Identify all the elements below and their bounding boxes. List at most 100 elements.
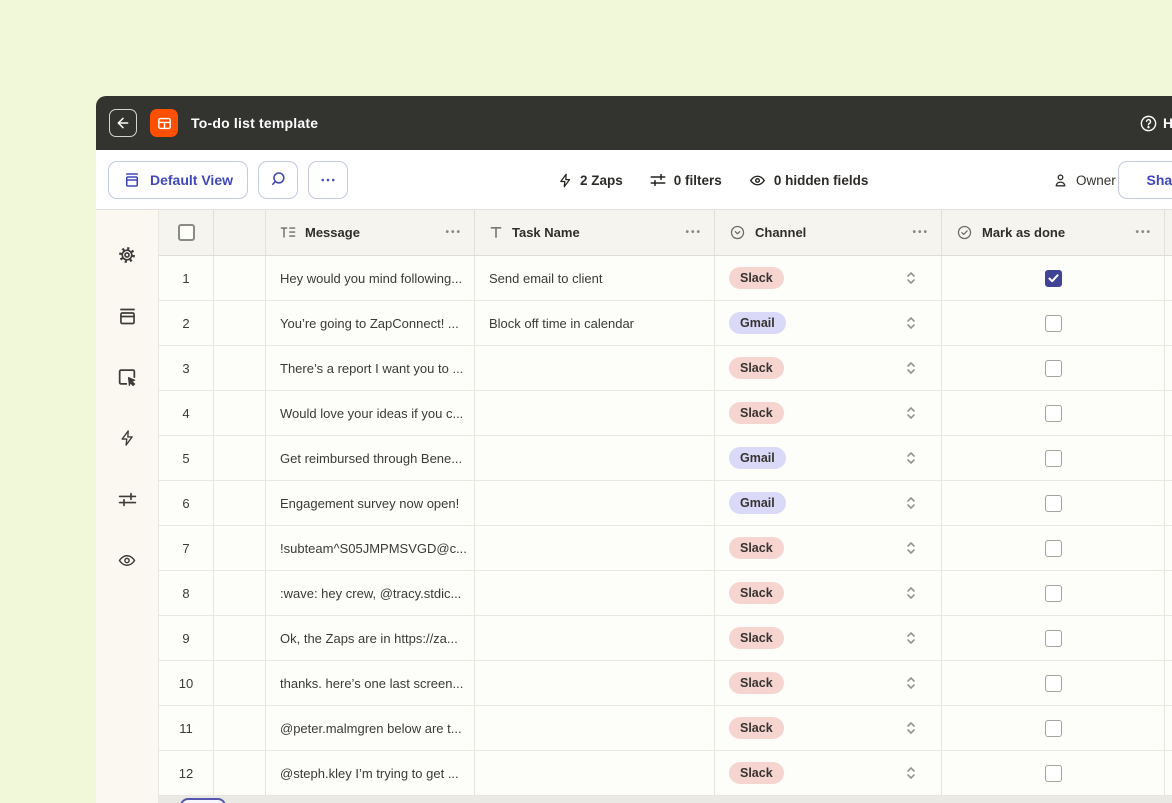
column-menu-icon[interactable]: ••• (912, 227, 929, 238)
cell-channel[interactable]: Slack (715, 256, 942, 300)
cell-task[interactable] (475, 436, 715, 480)
row-number-cell[interactable]: 1 (159, 256, 214, 300)
cell-task[interactable] (475, 751, 715, 795)
expand-row-cell[interactable] (214, 301, 266, 345)
chevron-updown-icon[interactable] (905, 360, 917, 376)
cell-message[interactable]: Ok, the Zaps are in https://za... (266, 616, 475, 660)
cell-channel[interactable]: Slack (715, 751, 942, 795)
owner-menu[interactable]: Owner (1052, 150, 1116, 210)
done-checkbox[interactable] (1044, 314, 1062, 332)
expand-row-cell[interactable] (214, 661, 266, 705)
cell-channel[interactable]: Slack (715, 616, 942, 660)
done-checkbox[interactable] (1044, 494, 1062, 512)
cell-task[interactable] (475, 571, 715, 615)
done-checkbox[interactable] (1044, 764, 1062, 782)
cell-message[interactable]: @peter.malmgren below are t... (266, 706, 475, 750)
row-number-cell[interactable]: 7 (159, 526, 214, 570)
cell-channel[interactable]: Slack (715, 571, 942, 615)
cell-channel[interactable]: Slack (715, 346, 942, 390)
chevron-updown-icon[interactable] (905, 315, 917, 331)
default-view-button[interactable]: Default View (108, 160, 248, 199)
cell-task[interactable] (475, 616, 715, 660)
chevron-updown-icon[interactable] (905, 720, 917, 736)
cell-task[interactable]: Send email to client (475, 256, 715, 300)
column-menu-icon[interactable]: ••• (1135, 227, 1152, 238)
chevron-updown-icon[interactable] (905, 495, 917, 511)
row-number-cell[interactable]: 4 (159, 391, 214, 435)
cell-message[interactable]: There’s a report I want you to ... (266, 346, 475, 390)
sidebar-item-zaps[interactable] (115, 427, 139, 449)
cell-task[interactable] (475, 526, 715, 570)
sidebar-item-forms[interactable] (115, 366, 139, 388)
cell-message[interactable]: :wave: hey crew, @tracy.stdic... (266, 571, 475, 615)
chevron-updown-icon[interactable] (905, 765, 917, 781)
expand-row-cell[interactable] (214, 346, 266, 390)
expand-row-cell[interactable] (214, 616, 266, 660)
cell-channel[interactable]: Slack (715, 526, 942, 570)
chevron-updown-icon[interactable] (905, 630, 917, 646)
more-options-button[interactable] (308, 160, 348, 199)
done-checkbox[interactable] (1044, 719, 1062, 737)
help-button[interactable]: Help (1139, 96, 1172, 150)
done-checkbox[interactable] (1044, 269, 1062, 287)
row-number-cell[interactable]: 12 (159, 751, 214, 795)
done-checkbox[interactable] (1044, 584, 1062, 602)
chevron-updown-icon[interactable] (905, 675, 917, 691)
cell-message[interactable]: Hey would you mind following... (266, 256, 475, 300)
row-number-cell[interactable]: 2 (159, 301, 214, 345)
column-header-task-name[interactable]: Task Name ••• (475, 210, 715, 255)
row-number-cell[interactable]: 5 (159, 436, 214, 480)
table-app-icon[interactable] (150, 109, 178, 137)
cell-task[interactable] (475, 481, 715, 525)
sidebar-item-hidden-fields[interactable] (115, 549, 139, 571)
chevron-updown-icon[interactable] (905, 450, 917, 466)
cell-message[interactable]: thanks. here’s one last screen... (266, 661, 475, 705)
chevron-updown-icon[interactable] (905, 270, 917, 286)
cell-channel[interactable]: Gmail (715, 481, 942, 525)
expand-row-cell[interactable] (214, 526, 266, 570)
row-number-cell[interactable]: 6 (159, 481, 214, 525)
cell-message[interactable]: @steph.kley I’m trying to get ... (266, 751, 475, 795)
hidden-fields-stat[interactable]: 0 hidden fields (748, 172, 868, 189)
cell-channel[interactable]: Slack (715, 391, 942, 435)
chevron-updown-icon[interactable] (905, 585, 917, 601)
cell-channel[interactable]: Gmail (715, 301, 942, 345)
row-number-cell[interactable]: 8 (159, 571, 214, 615)
cell-task[interactable] (475, 661, 715, 705)
back-button[interactable] (109, 109, 137, 137)
expand-row-cell[interactable] (214, 706, 266, 750)
done-checkbox[interactable] (1044, 449, 1062, 467)
cell-message[interactable]: Engagement survey now open! (266, 481, 475, 525)
cell-task[interactable] (475, 391, 715, 435)
cell-message[interactable]: Get reimbursed through Bene... (266, 436, 475, 480)
chevron-updown-icon[interactable] (905, 540, 917, 556)
add-record-button[interactable] (180, 798, 226, 803)
row-number-cell[interactable]: 9 (159, 616, 214, 660)
column-header-message[interactable]: Message ••• (266, 210, 475, 255)
done-checkbox[interactable] (1044, 404, 1062, 422)
sidebar-item-filters[interactable] (115, 488, 139, 510)
done-checkbox[interactable] (1044, 674, 1062, 692)
cell-channel[interactable]: Slack (715, 706, 942, 750)
search-button[interactable] (258, 160, 298, 199)
row-number-cell[interactable]: 11 (159, 706, 214, 750)
share-button[interactable]: Share (1118, 161, 1172, 199)
filters-stat[interactable]: 0 filters (649, 171, 722, 189)
cell-message[interactable]: You’re going to ZapConnect! ... (266, 301, 475, 345)
expand-row-cell[interactable] (214, 751, 266, 795)
expand-row-cell[interactable] (214, 571, 266, 615)
sidebar-item-views[interactable] (115, 305, 139, 327)
expand-row-cell[interactable] (214, 436, 266, 480)
expand-row-cell[interactable] (214, 391, 266, 435)
cell-task[interactable] (475, 346, 715, 390)
column-header-channel[interactable]: Channel ••• (715, 210, 942, 255)
sidebar-item-settings[interactable] (115, 244, 139, 266)
row-number-cell[interactable]: 10 (159, 661, 214, 705)
select-all-checkbox[interactable] (177, 224, 195, 241)
cell-channel[interactable]: Gmail (715, 436, 942, 480)
expand-row-cell[interactable] (214, 256, 266, 300)
cell-message[interactable]: Would love your ideas if you c... (266, 391, 475, 435)
cell-message[interactable]: !subteam^S05JMPMSVGD@c... (266, 526, 475, 570)
column-header-mark-as-done[interactable]: Mark as done ••• (942, 210, 1165, 255)
expand-row-cell[interactable] (214, 481, 266, 525)
